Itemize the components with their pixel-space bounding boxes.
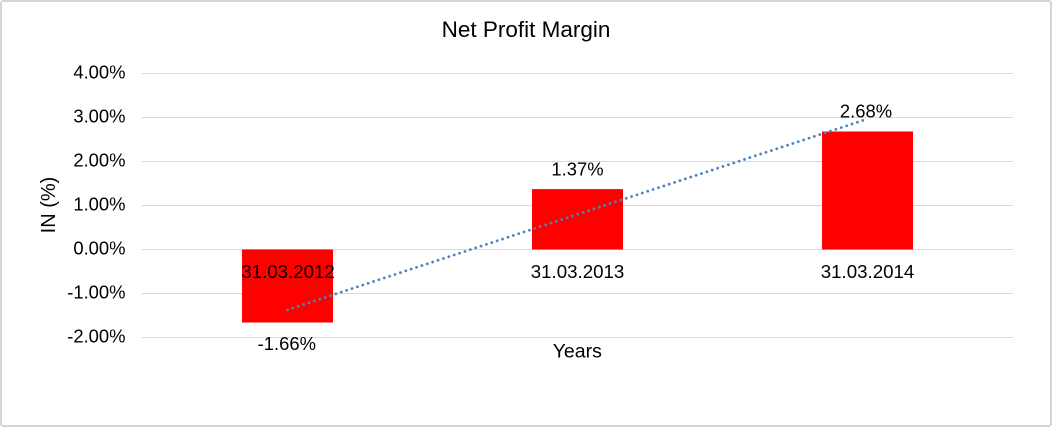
svg-text:-2.00%: -2.00% bbox=[67, 326, 125, 347]
svg-text:Net Profit Margin: Net Profit Margin bbox=[442, 17, 611, 42]
svg-text:31.03.2012: 31.03.2012 bbox=[241, 261, 335, 282]
svg-text:4.00%: 4.00% bbox=[73, 62, 125, 83]
svg-text:Years: Years bbox=[553, 341, 602, 363]
svg-text:3.00%: 3.00% bbox=[73, 106, 125, 127]
svg-text:1.37%: 1.37% bbox=[551, 159, 603, 180]
svg-text:0.00%: 0.00% bbox=[73, 238, 125, 259]
svg-text:1.00%: 1.00% bbox=[73, 194, 125, 215]
svg-text:2.00%: 2.00% bbox=[73, 150, 125, 171]
svg-text:-1.66%: -1.66% bbox=[258, 333, 316, 354]
svg-text:2.68%: 2.68% bbox=[840, 100, 892, 121]
svg-text:IN (%): IN (%) bbox=[38, 177, 60, 234]
svg-text:-1.00%: -1.00% bbox=[67, 282, 125, 303]
svg-text:31.03.2013: 31.03.2013 bbox=[531, 261, 625, 282]
svg-text:31.03.2014: 31.03.2014 bbox=[821, 261, 915, 282]
